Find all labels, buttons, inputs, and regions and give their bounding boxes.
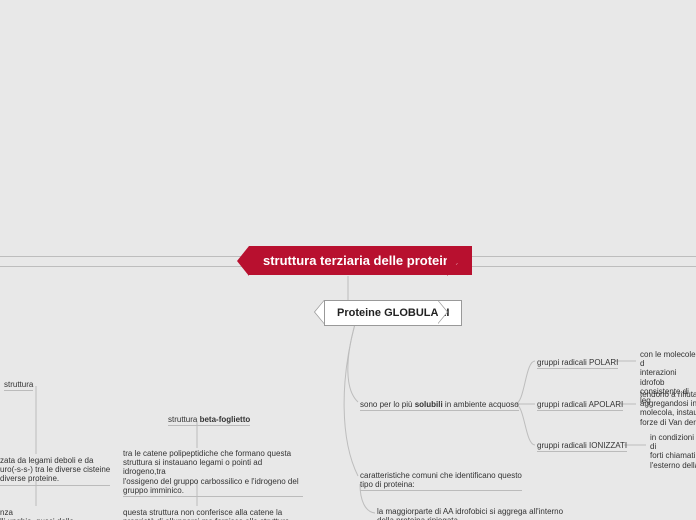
globulari-chevron-left [314,300,324,324]
node-apolari[interactable]: gruppi radicali APOLARI [537,400,623,411]
root-node[interactable]: struttura terziaria delle proteine [249,246,472,275]
node-ionizzati-desc[interactable]: in condizioni di forti chiamati l'estern… [650,433,696,470]
node-catene[interactable]: tra le catene polipeptidiche che formano… [123,449,303,497]
node-beta-foglietto[interactable]: struttura beta-foglietto [168,415,250,426]
root-label: struttura terziaria delle proteine [263,253,458,268]
globulari-label: Proteine GLOBULARI [337,307,449,319]
node-conferisce[interactable]: questa struttura non conferisce alla cat… [123,508,293,520]
mindmap-canvas: struttura terziaria delle proteine Prote… [0,0,696,520]
node-solubili[interactable]: sono per lo più solubili in ambiente acq… [360,400,519,411]
node-nza[interactable]: nza lli unghia, gusci delle [0,508,90,520]
node-apolari-desc[interactable]: tendono a rifiuta aggregandosi in moleco… [640,390,696,427]
root-chevron-left [237,246,249,276]
node-legami[interactable]: zata da legami deboli e da uro(-s-s-) tr… [0,456,120,486]
node-ionizzati[interactable]: gruppi radicali IONIZZATI [537,441,627,452]
root-chevron-right [447,246,459,276]
node-idrofobici[interactable]: la maggiorparte di AA idrofobici si aggr… [377,507,572,520]
node-polari[interactable]: gruppi radicali POLARI [537,358,618,369]
globulari-chevron-right [438,300,448,324]
node-caratteristiche[interactable]: caratteristiche comuni che identificano … [360,471,530,491]
node-struttura[interactable]: struttura [4,380,33,391]
